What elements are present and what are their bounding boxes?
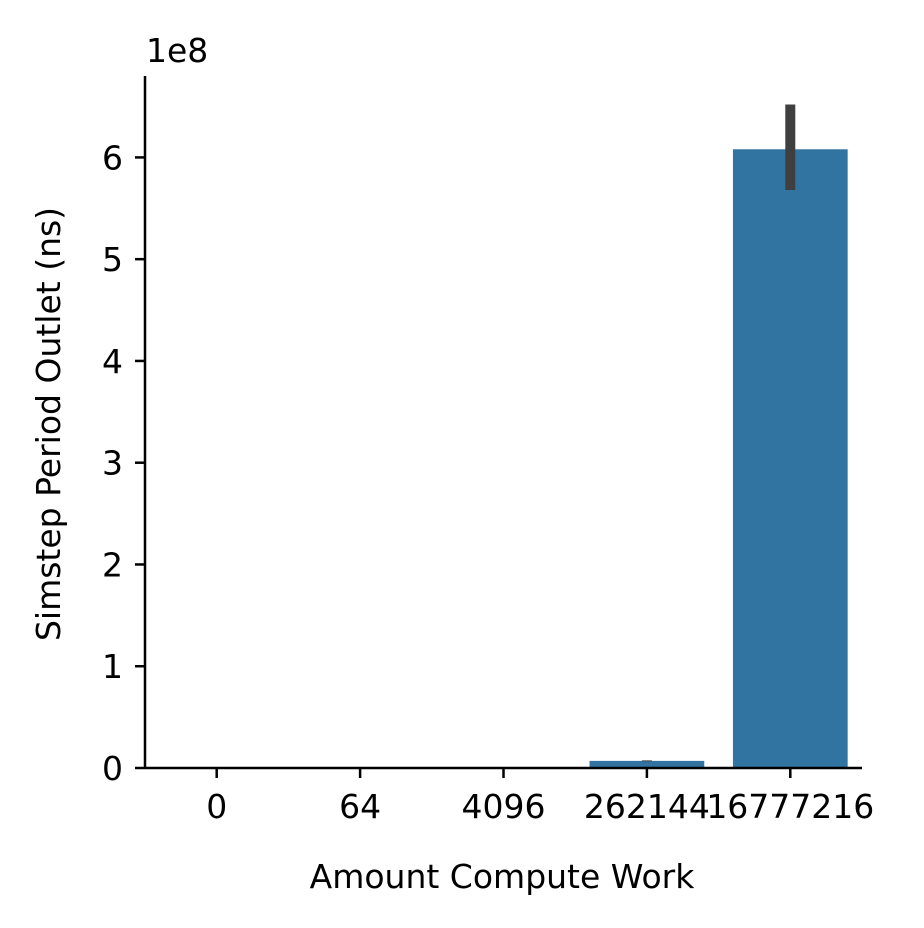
y-ticks-group: 0 1 2 3 4 5 6	[102, 138, 145, 788]
x-tick-label: 0	[206, 787, 227, 826]
y-offset-label: 1e8	[146, 31, 208, 70]
bars-group	[159, 149, 848, 769]
bar-16777216	[732, 149, 848, 769]
error-bars-group	[641, 104, 796, 762]
y-tick-label: 0	[102, 749, 123, 788]
y-tick-label: 6	[102, 138, 123, 177]
y-tick-label: 3	[102, 444, 123, 483]
x-tick-label: 262144	[584, 787, 710, 826]
x-tick-label: 64	[339, 787, 381, 826]
x-tick-label: 16777216	[706, 787, 874, 826]
x-tick-label: 4096	[462, 787, 546, 826]
y-tick-label: 2	[102, 545, 123, 584]
bar-262144	[589, 760, 705, 768]
y-tick-label: 4	[102, 342, 123, 381]
y-tick-label: 1	[102, 647, 123, 686]
x-axis-label: Amount Compute Work	[310, 857, 696, 896]
y-axis-label: Simstep Period Outlet (ns)	[29, 207, 68, 641]
y-tick-label: 5	[102, 240, 123, 279]
